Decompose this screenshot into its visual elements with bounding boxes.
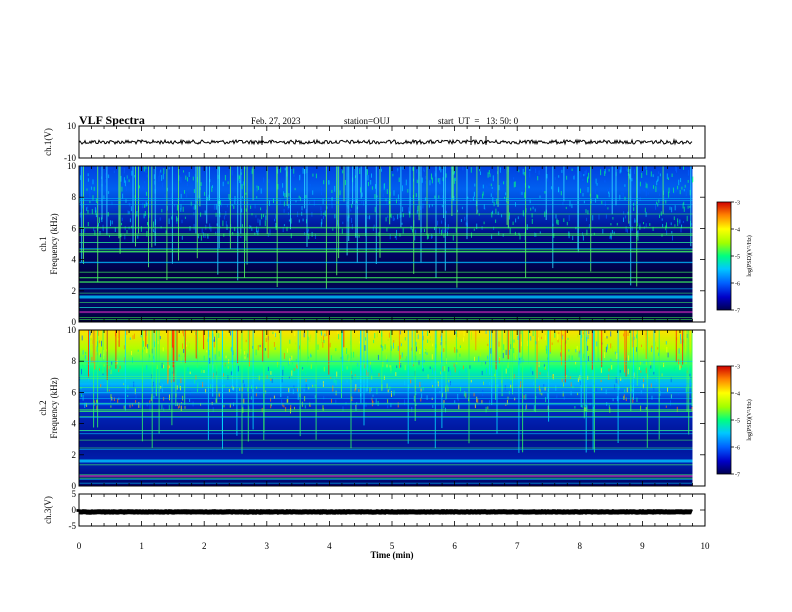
y-tick-label: 10 [67,161,77,171]
y-tick-label: 0 [72,505,77,515]
y-axis-label: Frequency (kHz) [49,213,59,274]
y-tick-label: 6 [72,387,77,397]
y-axis-label: ch.1 [38,236,48,251]
y-tick-label: 0 [72,317,77,327]
x-tick-label: 0 [77,541,82,551]
x-tick-label: 10 [701,541,711,551]
x-tick-label: 3 [265,541,270,551]
y-tick-label: -5 [69,521,77,531]
y-tick-label: 4 [72,419,77,429]
colorbar-tick-label: -3 [735,365,740,371]
x-tick-label: 1 [139,541,144,551]
colorbar-tick-label: -4 [735,228,740,234]
x-tick-label: 6 [452,541,457,551]
y-tick-label: 4 [72,255,77,265]
x-tick-label: 7 [515,541,520,551]
y-axis-label: ch.3(V) [43,496,53,524]
y-tick-label: 8 [72,356,77,366]
colorbar [716,365,732,475]
chart-title: VLF Spectra [79,113,145,127]
colorbar-tick-label: -4 [735,392,740,398]
y-tick-label: 2 [72,450,77,460]
station-label: station=OUJ [344,116,390,126]
x-tick-label: 9 [640,541,645,551]
spectrogram-ch1 [79,166,694,322]
start-time-label: start UT = 13: 50: 0 [438,116,519,126]
y-tick-label: 2 [72,286,77,296]
date-label: Feb. 27, 2023 [251,116,301,126]
y-tick-label: 10 [67,121,77,131]
colorbar-tick-label: -3 [735,201,740,207]
colorbar-tick-label: -7 [735,473,740,479]
y-tick-label: 8 [72,192,77,202]
spectrogram-ch2 [79,330,693,486]
colorbar-tick-label: -6 [735,446,740,452]
colorbar-tick-label: -5 [735,255,740,261]
colorbar-tick-label: -6 [735,282,740,288]
y-tick-label: 10 [67,325,77,335]
y-axis-label: ch.1(V) [43,128,53,156]
colorbar-tick-label: -5 [735,419,740,425]
x-tick-label: 2 [202,541,207,551]
y-axis-label: ch.2 [38,400,48,415]
waveform-trace-ch1 [78,138,693,146]
y-tick-label: 5 [72,489,77,499]
colorbar-tick-label: -7 [735,309,740,315]
waveform-trace-ch3 [76,508,693,515]
x-axis-label: Time (min) [370,550,413,560]
y-tick-label: 6 [72,223,77,233]
y-tick-label: -10 [64,153,76,163]
x-tick-label: 4 [327,541,332,551]
colorbar [716,201,732,311]
x-tick-label: 8 [578,541,583,551]
y-tick-label: 0 [72,481,77,491]
colorbar-label: log(PSD)(V²/Hz) [746,235,753,276]
x-tick-label: 5 [390,541,395,551]
colorbar-label: log(PSD)(V²/Hz) [746,399,753,440]
y-axis-label: Frequency (kHz) [49,377,59,438]
